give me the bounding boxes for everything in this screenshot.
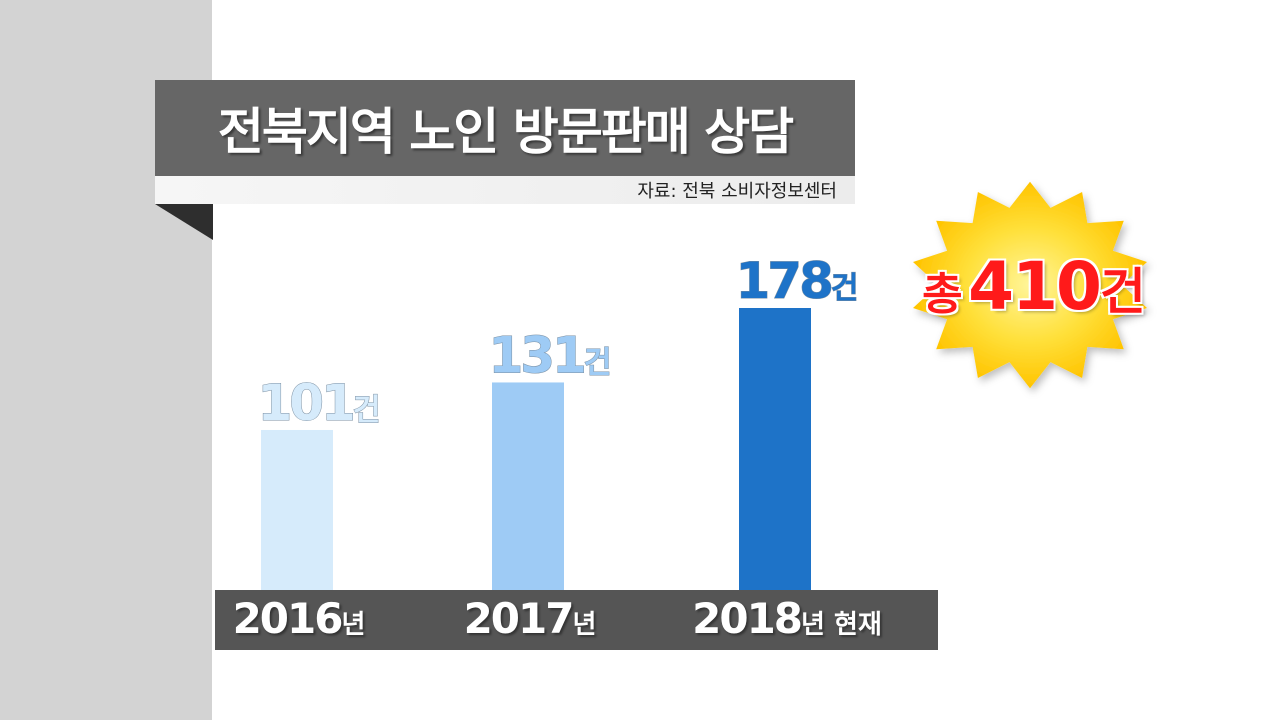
sun-burst-icon — [913, 181, 1147, 389]
year-label-2018: 2018년 현재 — [692, 594, 882, 643]
value-label-2017: 131건 — [489, 326, 612, 384]
year-label-2016: 2016년 — [232, 594, 366, 643]
year-axis-band — [215, 590, 938, 650]
chart-title: 전북지역 노인 방문판매 상담 — [217, 103, 794, 161]
value-label-2016: 101건 — [258, 374, 381, 432]
total-unit: 건 — [1099, 263, 1146, 321]
banner-fold-shadow — [155, 204, 213, 240]
source-banner: 자료: 전북 소비자정보센터 — [155, 176, 855, 204]
title-banner: 전북지역 노인 방문판매 상담 — [155, 80, 855, 176]
total-prefix: 총 — [922, 269, 963, 320]
bar-2018 — [739, 308, 811, 590]
bar-2017 — [492, 382, 564, 590]
year-label-2017: 2017년 — [463, 594, 597, 643]
total-value: 410 — [968, 248, 1102, 325]
source-note: 자료: 전북 소비자정보센터 — [637, 181, 837, 202]
bar-2016 — [261, 429, 333, 590]
value-label-2018: 178건 — [736, 252, 859, 310]
total-count: 총 410건 — [922, 248, 1146, 325]
